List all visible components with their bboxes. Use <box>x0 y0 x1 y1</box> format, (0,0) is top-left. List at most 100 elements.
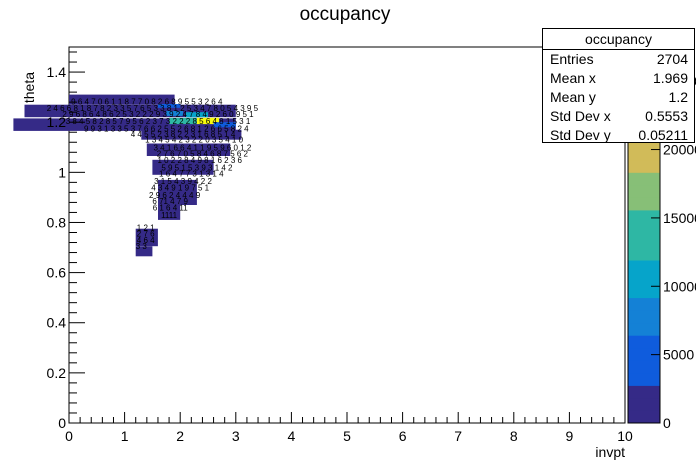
colorbar-segment <box>628 209 660 223</box>
cell-value-label: 2 9 6 2 4 4 4 9 <box>149 191 201 200</box>
stats-row-entries: Entries 2704 <box>543 50 694 69</box>
colorbar-tick-label: 20000 <box>663 142 696 158</box>
cell-value-label: 6 1 6 4 11 <box>153 203 189 212</box>
heatmap-cells <box>13 94 242 257</box>
cell-value-label: 3 8 4 5 8 2 8 5 7 9 5 6 2 3 7 3 2 2 2 8 … <box>66 117 251 126</box>
heatmap-cell <box>152 159 214 175</box>
cell-value-label: 1 3 4 5 4 2 3 2 2 0 3 5 4 1 0 <box>145 136 243 145</box>
y-tick-label: 0 <box>58 415 66 431</box>
x-tick-label: 3 <box>232 428 240 444</box>
heatmap-cell <box>169 117 197 125</box>
heatmap-cell <box>158 104 181 108</box>
colorbar-segment <box>628 147 660 161</box>
y-tick-label: 0.4 <box>47 315 67 331</box>
heatmap-cell <box>158 179 197 205</box>
x-tick-label: 10 <box>617 428 633 444</box>
cell-value-label: 4 6 4 <box>137 236 155 245</box>
cell-value-label: 1 6 4 7 7 3 1 3 1 4 <box>159 170 224 179</box>
x-axis-label: invpt <box>595 444 625 460</box>
colorbar-segment <box>628 310 660 324</box>
stats-row-stddev-y: Std Dev y 0.05211 <box>543 126 694 145</box>
heatmap-cell <box>69 94 175 105</box>
colorbar-tick-label: 15000 <box>663 210 696 226</box>
heatmap-cell <box>213 122 236 128</box>
stats-label: Entries <box>550 51 594 67</box>
stats-title: occupancy <box>543 29 694 50</box>
cell-value-label: 2 7 6 <box>137 230 155 239</box>
y-tick-label: 1.2 <box>47 114 67 130</box>
colorbar-segment <box>628 247 660 261</box>
y-tick-label: 0.6 <box>47 265 67 281</box>
stats-box: occupancy Entries 2704 Mean x 1.969 Mean… <box>542 28 695 143</box>
colorbar-segment <box>628 172 660 186</box>
cell-value-label: 5 9 5 1 5 3 9 3 1 4 2 <box>161 163 233 172</box>
colorbar-segment <box>628 410 660 424</box>
cell-value-label: 9 6 4 7 0 6 1 1 8 7 7 0 8 2 6 8 9 5 5 3 … <box>71 97 223 106</box>
x-tick-label: 2 <box>176 428 184 444</box>
chart-title: occupancy <box>300 4 391 25</box>
stats-value: 1.2 <box>668 89 688 105</box>
y-axis-label: theta <box>21 72 37 103</box>
stats-label: Std Dev x <box>550 108 611 124</box>
colorbar-segment <box>628 235 660 248</box>
stats-label: Std Dev y <box>550 127 611 143</box>
cell-value-label: 6 71 4 7 9 <box>152 197 188 206</box>
cell-value-label: 2 4 6 6 8 1 8 7 8 2 3 3 5 7 6 5 3 3 8 1 … <box>47 104 259 113</box>
x-tick-label: 5 <box>343 428 351 444</box>
colorbar-segment <box>628 322 660 336</box>
stats-label: Mean y <box>550 89 596 105</box>
y-tick-label: 1 <box>58 164 66 180</box>
colorbar-segment <box>628 260 660 274</box>
y-tick-label: 0.2 <box>47 365 67 381</box>
colorbar-tick-label: 10000 <box>663 278 696 294</box>
colorbar-segment <box>628 285 660 299</box>
cell-value-label: 3 3 <box>136 242 148 251</box>
cell-value-label: 4 3 4 9 1 9 7 5 1 <box>151 183 209 192</box>
y-tick-label: 0.8 <box>47 214 67 230</box>
heatmap-cell <box>166 110 183 116</box>
cell-value-label: 2 9 6 8 6 4 8 6 2 5 3 2 2 2 9 3 9 2 4 7 … <box>62 110 254 119</box>
cell-value-label: 1 2 1 <box>137 224 155 233</box>
stats-value: 2704 <box>656 51 688 67</box>
stats-value: 0.05211 <box>638 127 688 143</box>
x-tick-label: 1 <box>121 428 129 444</box>
stats-value: 0.5553 <box>645 108 688 124</box>
x-tick-label: 8 <box>510 428 518 444</box>
colorbar-segment <box>628 335 660 349</box>
colorbar-segment <box>628 159 660 173</box>
cell-value-label: 3 4 1 6 6 4 1 1 9 5 9 6 0 1 2 <box>153 143 251 152</box>
cell-value-label: 9 9 3 1 3 3 5 3 7 6 6 2 5 5 2 6 8 1 2 6 … <box>84 125 249 134</box>
colorbar-tick-label: 5000 <box>663 347 694 363</box>
heatmap-cell <box>141 129 242 140</box>
colorbar-segment <box>628 397 660 411</box>
colorbar-segment <box>628 297 660 311</box>
x-tick-label: 9 <box>566 428 574 444</box>
colorbar-segment <box>628 347 660 361</box>
cell-value-label: 4 4 5 5 2 3 8 2 2 3 1 6 8 5 1 4 <box>131 130 236 139</box>
stats-row-mean-y: Mean y 1.2 <box>543 88 694 107</box>
cell-value-label: 2 7 6 7 0 5 8 4 6 8 7 5 6 2 <box>157 150 249 159</box>
y-tick-label: 1.4 <box>47 64 67 80</box>
colorbar-tick-label: 0 <box>663 415 671 431</box>
colorbar-segment <box>628 360 660 374</box>
colorbar-segment <box>628 372 660 386</box>
x-tick-label: 0 <box>65 428 73 444</box>
cell-value-label: 1111 <box>161 211 178 220</box>
stats-row-mean-x: Mean x 1.969 <box>543 69 694 88</box>
x-tick-label: 6 <box>399 428 407 444</box>
axes: 0 1 2 3 4 5 6 7 8 9 10 0 0.2 0.4 0.6 0.8 1 1.2 1.4 <box>47 51 633 444</box>
heatmap-cell <box>135 246 153 257</box>
colorbar-segment <box>628 272 660 286</box>
colorbar-segment <box>628 222 660 236</box>
colorbar-segment <box>628 184 660 198</box>
colorbar-segment <box>628 197 660 211</box>
heatmap-cell <box>158 204 181 220</box>
stats-row-stddev-x: Std Dev x 0.5553 <box>543 107 694 126</box>
cell-value-label: 1 0 2 2 8 4 9 8 1 6 2 3 6 <box>157 156 242 165</box>
heatmap-cell <box>146 143 231 156</box>
x-tick-label: 7 <box>454 428 462 444</box>
heatmap-cell <box>135 228 158 247</box>
heatmap-cell <box>196 117 220 125</box>
heatmap-cell <box>185 112 208 118</box>
stats-label: Mean x <box>550 70 596 86</box>
